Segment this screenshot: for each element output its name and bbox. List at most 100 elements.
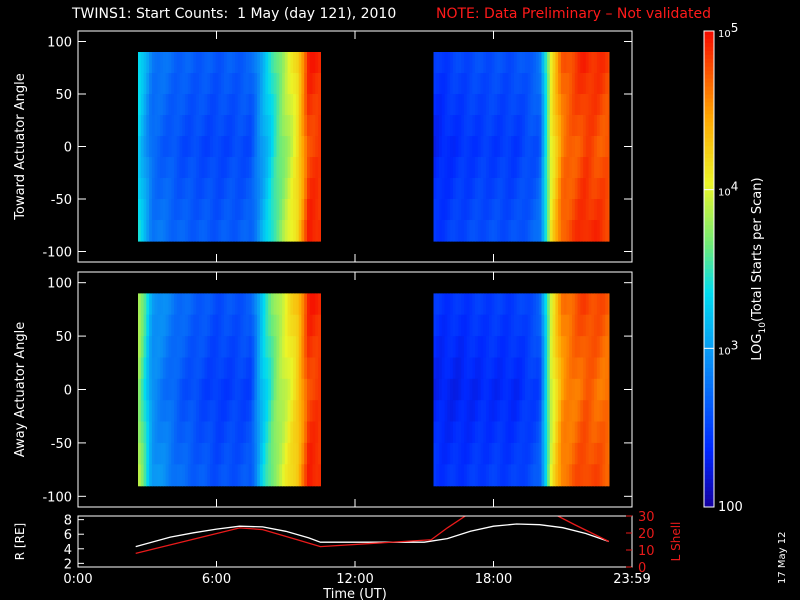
heatmap-cell (248, 199, 253, 221)
heatmap-cell (162, 357, 167, 380)
heatmap-cell (149, 357, 153, 380)
colorbar-swatch (704, 58, 714, 64)
heatmap-cell (464, 464, 468, 487)
heatmap-cell (433, 293, 437, 316)
heatmap-cell (583, 73, 587, 95)
heatmap-cell (547, 178, 551, 200)
heatmap-cell (149, 314, 153, 337)
heatmap-cell (193, 73, 197, 95)
heatmap-cell (519, 293, 523, 316)
heatmap-cell (215, 199, 219, 221)
heatmap-cell (182, 157, 186, 179)
heatmap-cell (569, 293, 573, 316)
y-tick-label: -100 (42, 246, 72, 261)
heatmap-cell (151, 314, 156, 337)
heatmap-cell (315, 220, 319, 242)
heatmap-cell (555, 220, 559, 242)
heatmap-cell (259, 52, 264, 74)
heatmap-cell (516, 157, 520, 179)
heatmap-cell (458, 314, 462, 337)
heatmap-cell (441, 378, 446, 401)
heatmap-cell (293, 136, 297, 158)
heatmap-cell (254, 293, 258, 316)
heatmap-cell (444, 94, 448, 116)
heatmap-cell (516, 293, 520, 316)
heatmap-cell (500, 136, 504, 158)
heatmap-cell (497, 52, 501, 74)
heatmap-cell (577, 220, 581, 242)
heatmap-cell (549, 115, 554, 137)
heatmap-cell (475, 464, 479, 487)
heatmap-cell (594, 293, 598, 316)
heatmap-cell (254, 220, 258, 242)
heatmap-cell (580, 357, 584, 380)
heatmap-cell (268, 136, 272, 158)
heatmap-cell (154, 442, 158, 465)
heatmap-cell (143, 464, 147, 487)
heatmap-cell (201, 464, 206, 487)
heatmap-cell (171, 421, 175, 444)
heatmap-cell (215, 314, 219, 337)
colorbar-swatch (704, 276, 714, 282)
heatmap-cell (290, 199, 294, 221)
heatmap-cell (185, 157, 189, 179)
heatmap-cell (464, 293, 468, 316)
heatmap-cell (185, 94, 189, 116)
r-tick-label: 6 (64, 528, 72, 543)
heatmap-cell (602, 378, 606, 401)
heatmap-cell (287, 400, 291, 423)
heatmap-cell (450, 314, 454, 337)
heatmap-cell (527, 442, 532, 465)
heatmap-cell (524, 94, 529, 116)
heatmap-cell (246, 293, 250, 316)
heatmap-cell (549, 220, 554, 242)
heatmap-cell (577, 378, 581, 401)
heatmap-cell (218, 400, 222, 423)
heatmap-cell (596, 115, 601, 137)
heatmap-cell (151, 336, 156, 359)
colorbar-swatch (704, 197, 714, 203)
heatmap-cell (566, 442, 570, 465)
heatmap-cell (246, 421, 250, 444)
colorbar-swatch (704, 463, 714, 468)
heatmap-cell (262, 73, 267, 95)
colorbar-swatch (704, 348, 714, 353)
heatmap-cell (287, 220, 291, 242)
heatmap-cell (608, 94, 610, 116)
heatmap-cell (580, 400, 584, 423)
heatmap-cell (494, 293, 498, 316)
heatmap-cell (146, 421, 150, 444)
heatmap-cell (574, 421, 579, 444)
heatmap-cell (307, 464, 311, 487)
heatmap-cell (237, 220, 242, 242)
heatmap-cell (497, 94, 501, 116)
heatmap-cell (596, 293, 601, 316)
heatmap-cell (538, 336, 543, 359)
heatmap-cell (544, 220, 548, 242)
colorbar-swatch (704, 403, 714, 409)
heatmap-cell (226, 136, 231, 158)
colorbar-swatch (704, 324, 714, 329)
heatmap-cell (187, 400, 192, 423)
heatmap-cell (569, 136, 573, 158)
heatmap-cell (179, 293, 183, 316)
heatmap-cell (588, 94, 592, 116)
heatmap-cell (290, 73, 294, 95)
heatmap-cell (293, 442, 297, 465)
heatmap-cell (511, 442, 515, 465)
heatmap-cell (524, 157, 529, 179)
heatmap-cell (251, 73, 255, 95)
heatmap-cell (472, 336, 476, 359)
heatmap-cell (547, 94, 551, 116)
heatmap-cell (480, 73, 484, 95)
heatmap-cell (235, 400, 239, 423)
heatmap-cell (160, 157, 164, 179)
heatmap-cell (185, 293, 189, 316)
heatmap-cell (436, 52, 440, 74)
heatmap-cell (444, 157, 448, 179)
heatmap-cell (569, 400, 573, 423)
heatmap-cell (486, 357, 490, 380)
heatmap-cell (469, 136, 473, 158)
heatmap-cell (452, 442, 457, 465)
heatmap-cell (279, 178, 283, 200)
